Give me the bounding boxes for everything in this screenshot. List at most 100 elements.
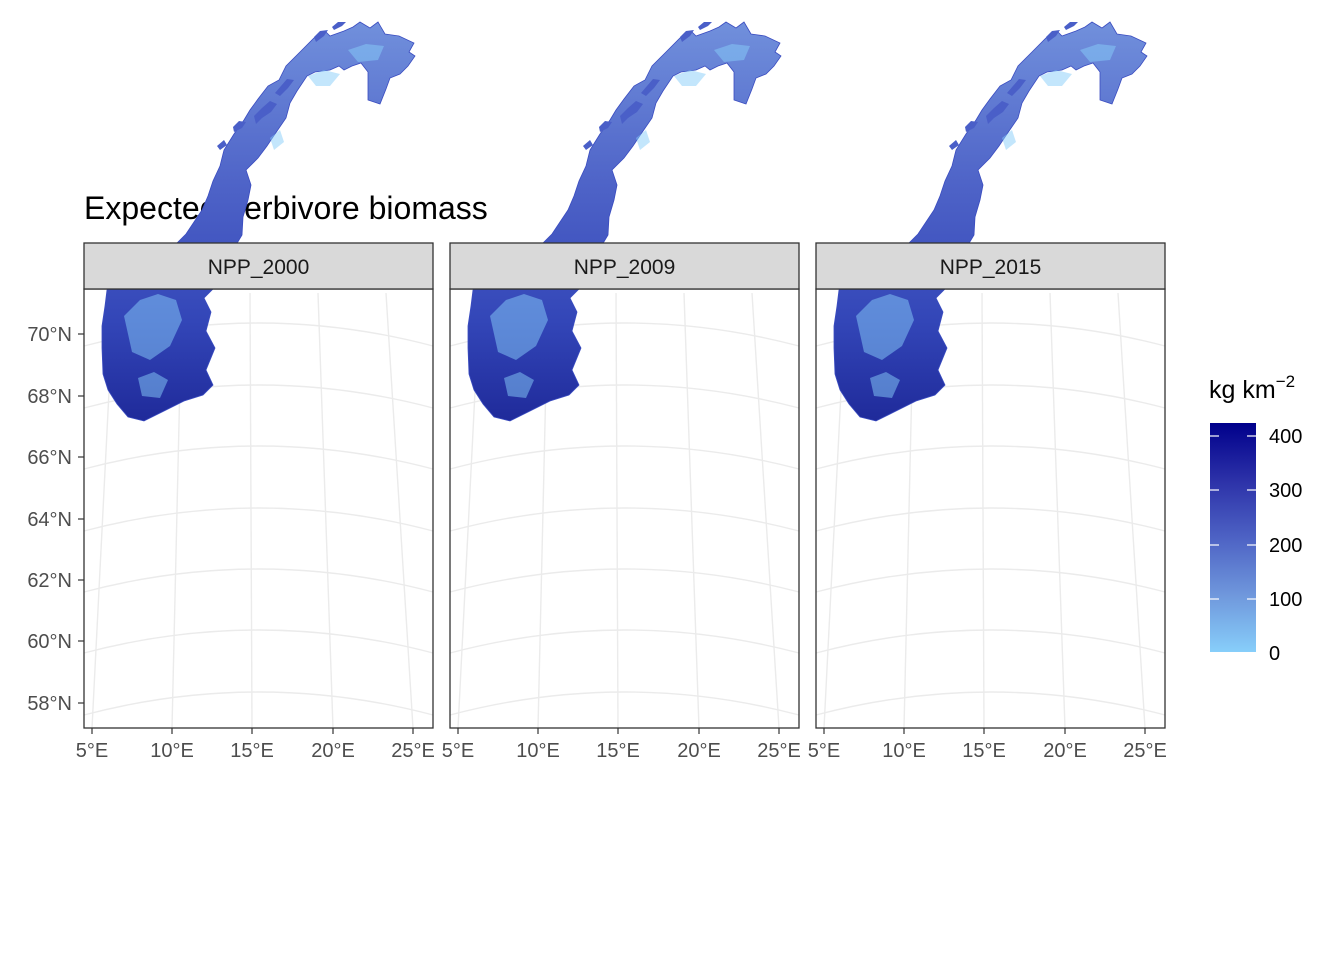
legend-tick-200: 200 xyxy=(1210,535,1302,557)
x-tick-label: 15°E xyxy=(962,740,1006,762)
coastal-island xyxy=(698,22,712,30)
latitude-line xyxy=(815,568,1166,593)
longitude-line xyxy=(249,292,253,729)
plot-title: Expected herbivore biomass xyxy=(84,190,488,226)
facet-strip xyxy=(449,242,800,290)
facet-strip-label: NPP_2015 xyxy=(940,256,1042,279)
graticule xyxy=(815,292,1166,729)
low-biomass-area xyxy=(674,70,706,86)
latitude-line xyxy=(449,507,800,532)
longitude-line xyxy=(1117,292,1146,729)
legend-tick-100: 100 xyxy=(1210,589,1302,611)
longitude-line xyxy=(981,292,985,729)
coastal-island xyxy=(949,140,959,150)
facet-panel: NPP_2015 5°E 10°E 15°E 20°E 25°E xyxy=(808,21,1167,762)
x-tick-label: 25°E xyxy=(391,740,435,762)
latitude-line xyxy=(83,691,434,716)
low-biomass-area xyxy=(504,372,534,398)
x-tick-label: 15°E xyxy=(230,740,274,762)
low-biomass-area xyxy=(490,294,548,360)
legend-label: 100 xyxy=(1269,589,1302,611)
coastal-island xyxy=(254,101,277,124)
facet-strip-label: NPP_2009 xyxy=(574,256,676,279)
low-biomass-area xyxy=(348,44,384,62)
y-tick-label: 60°N xyxy=(27,631,72,653)
legend-label: 400 xyxy=(1269,426,1302,448)
legend: kg km−2 400 300 200 100 0 xyxy=(1209,372,1302,665)
latitude-line xyxy=(449,629,800,654)
y-tick-label: 62°N xyxy=(27,570,72,592)
x-tick-label: 25°E xyxy=(757,740,801,762)
facet-panel: NPP_2009 5°E 10°E 15°E 20°E 25°E xyxy=(442,21,801,762)
latitude-line xyxy=(83,629,434,654)
low-biomass-area xyxy=(714,44,750,62)
low-biomass-area xyxy=(856,294,914,360)
coastal-island xyxy=(583,140,593,150)
latitude-line xyxy=(815,445,1166,470)
low-biomass-area xyxy=(870,372,900,398)
longitude-line xyxy=(317,292,334,729)
legend-label: 0 xyxy=(1269,643,1280,665)
norway-map xyxy=(101,21,416,422)
longitude-line xyxy=(385,292,414,729)
latitude-line xyxy=(83,568,434,593)
graticule xyxy=(83,292,434,729)
x-tick-label: 5°E xyxy=(76,740,108,762)
latitude-line xyxy=(83,445,434,470)
coastal-island xyxy=(680,30,694,42)
latitude-line xyxy=(815,629,1166,654)
low-biomass-area xyxy=(1040,70,1072,86)
y-tick-60: 60°N xyxy=(27,631,84,653)
y-axis: 70°N 68°N 66°N 64°N 62°N 60°N 58°N xyxy=(27,324,84,715)
x-tick-label: 10°E xyxy=(150,740,194,762)
legend-tick-400: 400 xyxy=(1210,426,1302,448)
legend-colorbar xyxy=(1210,423,1256,652)
legend-label: 300 xyxy=(1269,480,1302,502)
coastal-island xyxy=(599,121,612,132)
coastal-island xyxy=(275,79,294,96)
y-tick-label: 68°N xyxy=(27,386,72,408)
longitude-line xyxy=(683,292,700,729)
x-tick-label: 20°E xyxy=(311,740,355,762)
coastal-island xyxy=(1046,30,1060,42)
facet-strip-label: NPP_2000 xyxy=(208,256,310,279)
latitude-line xyxy=(815,507,1166,532)
x-tick-label: 10°E xyxy=(882,740,926,762)
y-tick-label: 66°N xyxy=(27,447,72,469)
x-tick-label: 20°E xyxy=(1043,740,1087,762)
facet-panels: NPP_2000 5°E 10°E 15°E 20°E 25°E NPP_2009 5°E 10… xyxy=(76,21,1167,762)
y-tick-64: 64°N xyxy=(27,509,84,531)
facet-strip xyxy=(83,242,434,290)
y-tick-68: 68°N xyxy=(27,386,84,408)
coastal-island xyxy=(1064,22,1078,30)
latitude-line xyxy=(83,507,434,532)
x-tick-label: 10°E xyxy=(516,740,560,762)
longitude-line xyxy=(615,292,619,729)
y-tick-label: 64°N xyxy=(27,509,72,531)
norway-map xyxy=(833,21,1148,422)
x-tick-label: 20°E xyxy=(677,740,721,762)
facet-strip xyxy=(815,242,1166,290)
low-biomass-area xyxy=(308,70,340,86)
coastal-island xyxy=(965,121,978,132)
x-tick-label: 5°E xyxy=(808,740,840,762)
y-tick-66: 66°N xyxy=(27,447,84,469)
y-tick-label: 58°N xyxy=(27,693,72,715)
legend-title: kg km−2 xyxy=(1209,372,1295,404)
facet-panel: NPP_2000 5°E 10°E 15°E 20°E 25°E xyxy=(76,21,435,762)
x-tick-label: 5°E xyxy=(442,740,474,762)
y-tick-62: 62°N xyxy=(27,570,84,592)
coastal-island xyxy=(217,140,227,150)
y-tick-58: 58°N xyxy=(27,693,84,715)
low-biomass-area xyxy=(636,130,650,150)
longitude-line xyxy=(751,292,780,729)
latitude-line xyxy=(449,691,800,716)
low-biomass-area xyxy=(124,294,182,360)
norway-map xyxy=(467,21,782,422)
coastal-island xyxy=(986,101,1009,124)
legend-label: 200 xyxy=(1269,535,1302,557)
latitude-line xyxy=(815,691,1166,716)
legend-tick-0: 0 xyxy=(1210,643,1280,665)
coastal-island xyxy=(620,101,643,124)
